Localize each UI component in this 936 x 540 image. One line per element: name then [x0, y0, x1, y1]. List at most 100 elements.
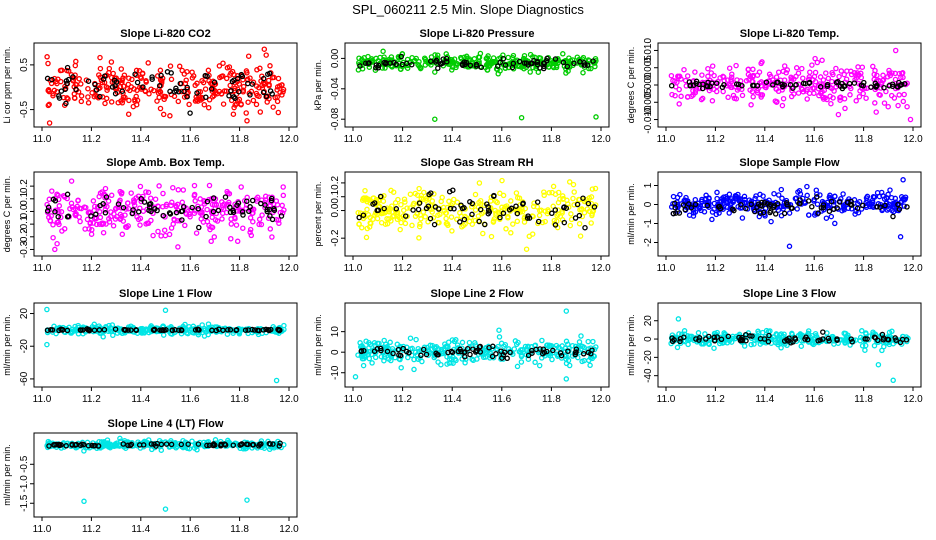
data-point: [536, 362, 543, 369]
plot-frame: [344, 302, 610, 388]
data-point: [182, 321, 188, 328]
data-point: [804, 183, 810, 190]
data-point: [588, 220, 594, 226]
data-point: [356, 221, 362, 227]
data-point: [448, 214, 455, 220]
data-point: [726, 191, 733, 198]
data-point: [269, 91, 275, 97]
data-point: [99, 221, 105, 228]
data-point: [773, 340, 779, 346]
data-point: [214, 218, 221, 224]
data-point: [76, 76, 82, 82]
data-point: [137, 84, 143, 91]
data-point: [882, 202, 888, 209]
data-point: [259, 82, 265, 89]
data-point: [476, 218, 482, 225]
data-point: [880, 72, 886, 79]
data-point: [417, 212, 424, 218]
data-point: [748, 102, 754, 108]
x-tick-label: 11.4: [755, 263, 774, 274]
data-point: [62, 86, 68, 93]
data-point: [375, 62, 382, 69]
data-point: [150, 232, 156, 239]
data-point: [64, 214, 71, 220]
data-point: [373, 62, 380, 68]
data-point: [847, 92, 853, 98]
data-point: [402, 220, 409, 227]
data-point: [394, 341, 401, 348]
data-point: [841, 71, 847, 78]
data-point: [872, 67, 878, 74]
data-point: [471, 56, 478, 62]
data-point: [111, 211, 117, 217]
data-point: [357, 63, 363, 69]
data-point: [363, 234, 370, 241]
data-point: [547, 342, 553, 349]
data-point: [589, 186, 596, 192]
data-point: [91, 327, 98, 333]
y-axis-label: kPa per min.: [313, 60, 323, 111]
data-point: [707, 83, 713, 90]
data-point: [848, 85, 854, 92]
data-point: [439, 350, 446, 357]
data-point: [250, 206, 257, 213]
data-point: [705, 79, 711, 86]
data-point: [676, 86, 682, 93]
y-tick-label: -20: [19, 339, 30, 354]
data-point: [789, 331, 795, 338]
data-point: [785, 338, 791, 344]
data-point: [415, 356, 421, 362]
data-point: [161, 227, 168, 233]
data-point: [677, 336, 684, 342]
data-point: [741, 193, 748, 200]
data-point: [571, 60, 577, 67]
data-point: [885, 336, 892, 343]
data-point: [96, 221, 103, 227]
data-point: [387, 60, 393, 66]
data-point: [378, 210, 385, 217]
data-point: [467, 62, 474, 69]
data-point: [208, 86, 215, 92]
data-point: [778, 345, 784, 351]
data-point: [422, 214, 429, 220]
data-point: [675, 73, 681, 80]
data-point: [359, 224, 365, 231]
data-point: [442, 210, 449, 216]
data-point: [862, 336, 868, 342]
data-point: [428, 206, 435, 212]
data-point: [552, 191, 559, 197]
x-tick-label: 11.6: [492, 134, 511, 145]
y-tick-label: 0.000: [643, 72, 654, 97]
data-point: [222, 194, 229, 200]
data-point: [858, 74, 865, 81]
data-point: [770, 82, 776, 88]
data-point: [115, 204, 121, 211]
data-point: [709, 63, 716, 69]
panel-1: Slope Li-820 CO2 11.0 11.2 11.4 11.6 11.8 12.0…: [2, 28, 299, 145]
data-point: [755, 328, 761, 335]
outliers: [432, 114, 599, 122]
data-point: [535, 218, 542, 225]
data-point: [50, 92, 56, 99]
data-point: [500, 55, 507, 62]
data-point: [476, 344, 483, 350]
data-point: [672, 78, 678, 84]
data-point: [418, 195, 425, 202]
y-tick-label: 1: [643, 182, 654, 188]
data-point: [362, 60, 369, 66]
data-point: [510, 221, 516, 227]
outliers: [81, 497, 250, 512]
data-point: [240, 446, 247, 452]
data-point: [729, 71, 735, 77]
x-tick-label: 11.4: [131, 263, 150, 274]
data-point: [78, 93, 85, 99]
data-point: [880, 335, 887, 341]
data-point: [823, 70, 829, 76]
data-point: [160, 203, 166, 210]
data-point: [832, 220, 838, 227]
data-point: [168, 441, 175, 448]
data-point: [267, 226, 274, 232]
data-point: [511, 346, 518, 352]
data-point: [227, 204, 233, 211]
y-tick-label: 0.1: [330, 189, 341, 203]
